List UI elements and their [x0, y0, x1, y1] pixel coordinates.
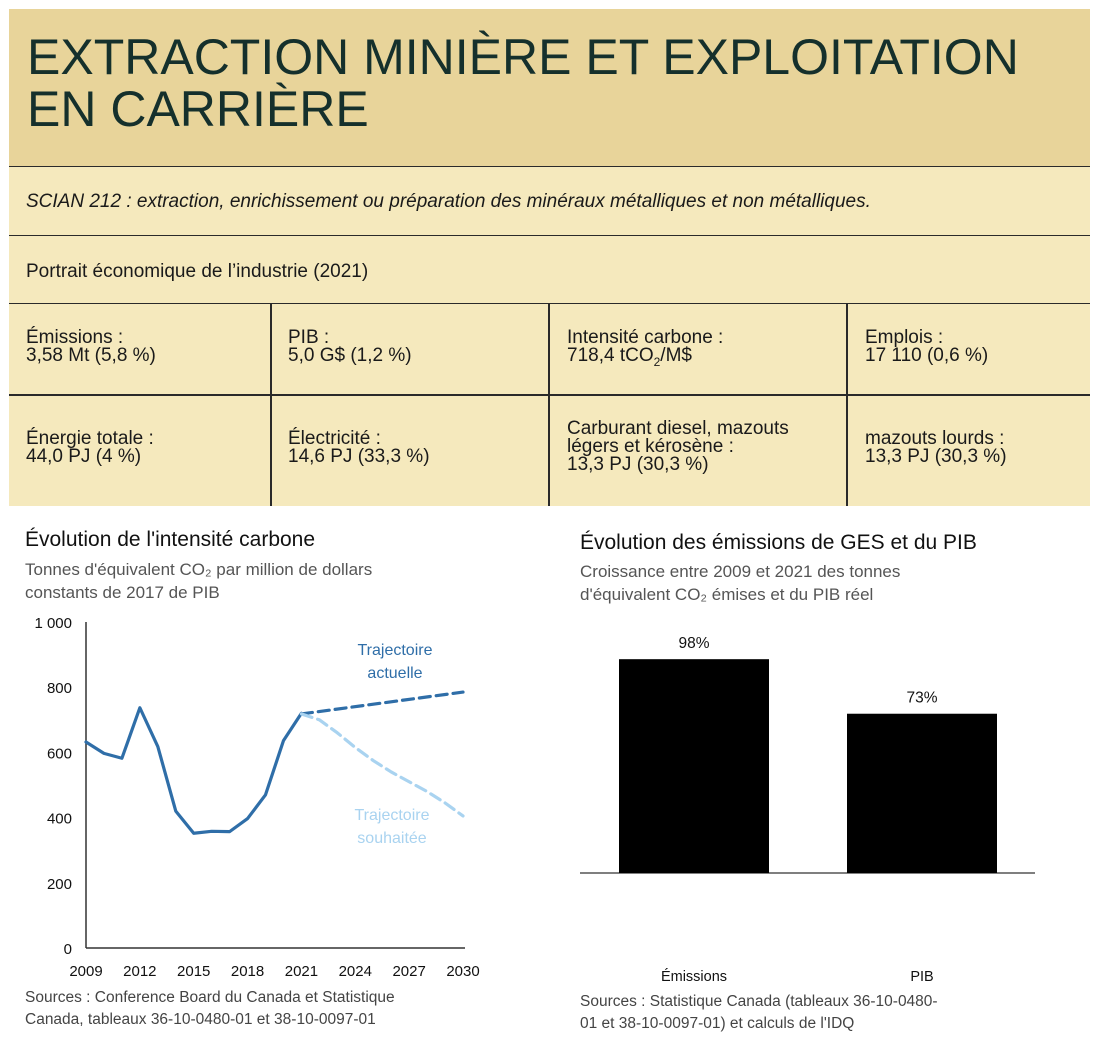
y-tick-label: 200 — [47, 876, 72, 893]
y-tick-label: 1 000 — [34, 615, 72, 632]
page-title: EXTRACTION MINIÈRE ET EXPLOITATION EN CA… — [27, 31, 1087, 135]
indicator-label: PIB : — [288, 327, 330, 348]
bar — [847, 713, 997, 873]
indicator-value: 5,0 G$ (1,2 %) — [288, 345, 412, 366]
data-label: 98% — [678, 635, 709, 652]
indicator-value: 13,3 PJ (30,3 %) — [567, 454, 709, 475]
indicator-label: mazouts lourds : — [865, 428, 1005, 449]
series-line-actual — [84, 706, 304, 835]
indicator-label: légers et kérosène : — [567, 436, 734, 457]
indicator-value: 718,4 tCO2/M$ — [567, 345, 723, 371]
indicator-label: Électricité : — [288, 428, 381, 449]
carbon-intensity-line-chart: 0 200 400 600 800 1 000 2009 2012 2015 2018 2021 20… — [34, 615, 479, 980]
annotation-label: Trajectoire — [355, 807, 430, 824]
right-chart-source: Sources : Statistique Canada (tableaux 3… — [580, 991, 938, 1035]
grid-divider — [846, 304, 848, 506]
subtitle-line: Tonnes d'équivalent CO₂ par million de d… — [25, 560, 373, 579]
industry-profile-panel: EXTRACTION MINIÈRE ET EXPLOITATION EN CA… — [9, 9, 1090, 506]
x-tick-label: 2012 — [123, 963, 156, 980]
category-label: Émissions — [661, 968, 727, 985]
indicator-value: 3,58 Mt (5,8 %) — [26, 345, 156, 366]
subtitle-line: Croissance entre 2009 et 2021 des tonnes — [580, 562, 901, 581]
y-tick-label: 0 — [64, 941, 72, 958]
subtitle-line: constants de 2017 de PIB — [25, 583, 220, 602]
left-chart-subtitle: Tonnes d'équivalent CO₂ par million de d… — [25, 558, 372, 604]
x-tick-label: 2030 — [446, 963, 479, 980]
y-tick-label: 400 — [47, 811, 72, 828]
x-tick-label: 2027 — [392, 963, 425, 980]
subtitle-line: d'équivalent CO₂ émises et du PIB réel — [580, 585, 874, 604]
indicator-diesel: Carburant diesel, mazouts légers et kéro… — [567, 418, 789, 475]
indicator-label: Énergie totale : — [26, 428, 154, 449]
right-chart-subtitle: Croissance entre 2009 et 2021 des tonnes… — [580, 560, 900, 606]
series-line-desired-trajectory — [299, 712, 465, 818]
x-tick-label: 2009 — [69, 963, 102, 980]
category-label: PIB — [910, 969, 933, 985]
ghg-gdp-bar-chart: 98% Émissions 73% PIB — [580, 635, 1035, 985]
source-line: Sources : Conference Board du Canada et … — [25, 989, 395, 1006]
indicator-total-energy: Énergie totale : 44,0 PJ (4 %) — [26, 428, 154, 467]
title-line-2: EN CARRIÈRE — [27, 81, 369, 137]
naics-description: SCIAN 212 : extraction, enrichissement o… — [26, 191, 871, 212]
x-tick-label: 2021 — [285, 963, 318, 980]
indicator-heavy-fuel: mazouts lourds : 13,3 PJ (30,3 %) — [865, 428, 1007, 467]
grid-divider — [270, 304, 272, 506]
indicator-emissions: Émissions : 3,58 Mt (5,8 %) — [26, 327, 156, 366]
indicator-value: 14,6 PJ (33,3 %) — [288, 446, 430, 467]
portrait-heading: Portrait économique de l’industrie (2021… — [26, 261, 369, 282]
right-chart-title: Évolution des émissions de GES et du PIB — [580, 531, 977, 554]
indicator-value: 13,3 PJ (30,3 %) — [865, 446, 1007, 467]
grid-divider — [548, 304, 550, 506]
y-tick-label: 600 — [47, 745, 72, 762]
y-tick-label: 800 — [47, 680, 72, 697]
grid-divider — [9, 394, 1090, 396]
annotation-label: souhaitée — [357, 830, 426, 847]
indicator-carbon-intensity: Intensité carbone : 718,4 tCO2/M$ — [567, 327, 724, 371]
indicator-label: Intensité carbone : — [567, 327, 724, 348]
value-unit: /M$ — [660, 345, 692, 366]
indicator-value: 44,0 PJ (4 %) — [26, 446, 142, 467]
source-line: Sources : Statistique Canada (tableaux 3… — [580, 993, 938, 1010]
title-line-1: EXTRACTION MINIÈRE ET EXPLOITATION — [27, 29, 1019, 85]
indicator-value: 17 110 (0,6 %) — [865, 345, 989, 366]
source-line: 01 et 38-10-0097-01) et calculs de l'IDQ — [580, 1015, 855, 1032]
x-tick-label: 2024 — [339, 963, 372, 980]
indicator-jobs: Emplois : 17 110 (0,6 %) — [865, 327, 989, 366]
bar — [619, 659, 769, 873]
value-main: 718,4 tCO — [567, 345, 654, 366]
indicator-electricity: Électricité : 14,6 PJ (33,3 %) — [288, 428, 430, 467]
source-line: Canada, tableaux 36-10-0480-01 et 38-10-… — [25, 1011, 376, 1028]
data-label: 73% — [906, 690, 937, 707]
series-line-current-trajectory — [299, 690, 465, 716]
indicator-label: Emplois : — [865, 327, 944, 348]
indicator-label: Carburant diesel, mazouts — [567, 418, 789, 439]
portrait-row: Portrait économique de l’industrie (2021… — [9, 237, 1090, 304]
x-tick-label: 2015 — [177, 963, 210, 980]
x-tick-label: 2018 — [231, 963, 264, 980]
indicator-label: Émissions : — [26, 327, 124, 348]
left-chart-title: Évolution de l'intensité carbone — [25, 528, 316, 551]
value-subscript: 2 — [653, 354, 661, 369]
annotation-label: Trajectoire — [358, 642, 433, 659]
left-chart-source: Sources : Conference Board du Canada et … — [25, 987, 395, 1031]
naics-row: SCIAN 212 : extraction, enrichissement o… — [9, 167, 1090, 236]
indicator-pib: PIB : 5,0 G$ (1,2 %) — [288, 327, 412, 366]
title-band: EXTRACTION MINIÈRE ET EXPLOITATION EN CA… — [9, 9, 1090, 167]
annotation-label: actuelle — [367, 665, 422, 682]
